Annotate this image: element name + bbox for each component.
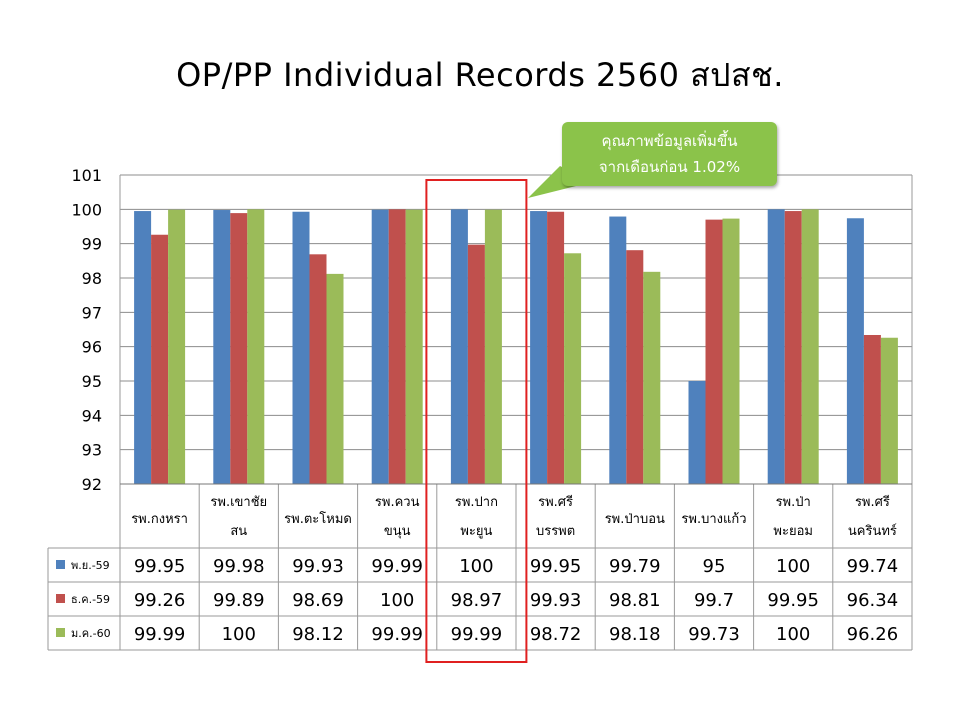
- category-label: นครินทร์: [848, 523, 897, 539]
- bar-0-6: [609, 216, 627, 484]
- category-label: รพ.เขาชัย: [210, 495, 267, 510]
- data-label: 96.26: [847, 624, 899, 645]
- category-label: รพ.บางแก้ว: [681, 512, 746, 527]
- data-label: 99.93: [530, 590, 582, 611]
- y-tick-label: 99: [82, 235, 102, 254]
- category-label: รพ.ป่า: [776, 495, 811, 510]
- bar-1-1: [230, 213, 248, 485]
- bar-2-8: [801, 209, 819, 485]
- category-label: รพ.ป่าบอน: [605, 512, 665, 527]
- bar-0-8: [767, 209, 785, 485]
- data-label: 99.99: [371, 624, 423, 645]
- bar-2-6: [643, 271, 661, 484]
- y-tick-label: 93: [82, 441, 102, 460]
- category-label: ขนุน: [384, 524, 411, 539]
- bar-2-1: [247, 209, 265, 485]
- bar-2-0: [168, 209, 186, 484]
- bar-0-1: [213, 210, 231, 484]
- bar-1-7: [705, 219, 723, 484]
- bar-1-8: [784, 211, 802, 485]
- bar-0-9: [846, 218, 864, 484]
- bar-2-5: [564, 253, 582, 484]
- y-tick-label: 97: [82, 303, 102, 322]
- data-label: 99.99: [371, 556, 423, 577]
- bar-0-7: [688, 381, 706, 484]
- bar-2-3: [405, 209, 423, 484]
- bar-1-2: [309, 254, 327, 484]
- data-label: 98.18: [609, 624, 661, 645]
- bar-0-3: [371, 209, 389, 484]
- data-label: 100: [776, 556, 810, 577]
- y-tick-label: 94: [82, 406, 102, 425]
- data-label: 99.93: [292, 556, 344, 577]
- bar-0-0: [134, 211, 152, 485]
- category-label: รพ.ควน: [375, 495, 420, 510]
- bar-1-4: [467, 244, 485, 484]
- category-label: รพ.ตะโหมด: [284, 511, 352, 527]
- data-label: 99.95: [767, 590, 819, 611]
- category-label: พะยูน: [460, 524, 492, 539]
- callout-line-1: คุณภาพข้อมูลเพิ่มขึ้น: [601, 132, 738, 150]
- data-label: 100: [459, 556, 493, 577]
- category-label: พะยอม: [773, 524, 813, 539]
- data-label: 99.26: [134, 590, 186, 611]
- bar-2-9: [880, 337, 898, 484]
- callout-box: คุณภาพข้อมูลเพิ่มขึ้น จากเดือนก่อน 1.02%: [562, 122, 777, 186]
- data-label: 99.99: [134, 624, 186, 645]
- data-label: 99.79: [609, 556, 661, 577]
- bar-2-4: [484, 209, 502, 484]
- y-tick-label: 96: [82, 338, 102, 357]
- data-label: 99.74: [847, 556, 899, 577]
- slide-title: OP/PP Individual Records 2560 สปสช.: [176, 56, 784, 94]
- bar-1-9: [863, 334, 881, 484]
- data-label: 96.34: [847, 590, 899, 611]
- legend-label: ม.ค.-60: [71, 627, 111, 640]
- data-label: 98.81: [609, 590, 661, 611]
- y-tick-label: 98: [82, 269, 102, 288]
- legend-label: ธ.ค.-59: [71, 593, 110, 606]
- bar-1-3: [388, 209, 406, 485]
- data-label: 95: [703, 556, 726, 577]
- data-label: 98.97: [451, 590, 503, 611]
- legend-key-1: [56, 594, 65, 603]
- bar-1-0: [151, 234, 169, 484]
- bar-0-5: [530, 211, 548, 485]
- bar-1-6: [626, 250, 644, 484]
- data-label: 100: [222, 624, 256, 645]
- highlight-box: [425, 179, 528, 663]
- data-label: 98.72: [530, 624, 582, 645]
- category-label: บรรพต: [536, 524, 575, 539]
- data-label: 100: [776, 624, 810, 645]
- data-label: 98.69: [292, 590, 344, 611]
- data-label: 99.73: [688, 624, 740, 645]
- y-tick-label: 100: [71, 200, 102, 219]
- bar-1-5: [547, 211, 565, 484]
- category-label: รพ.ศรี: [855, 494, 890, 510]
- data-label: 100: [380, 590, 414, 611]
- bar-0-4: [450, 209, 468, 485]
- data-label: 99.99: [451, 624, 503, 645]
- category-label: รพ.กงหรา: [131, 512, 188, 527]
- data-label: 99.98: [213, 556, 265, 577]
- callout-line-2: จากเดือนก่อน 1.02%: [598, 158, 741, 176]
- data-label: 99.95: [134, 556, 186, 577]
- category-label: รพ.ศรี: [538, 494, 573, 510]
- y-tick-label: 95: [82, 372, 102, 391]
- data-label: 99.89: [213, 590, 265, 611]
- data-label: 99.7: [694, 590, 734, 611]
- legend-label: พ.ย.-59: [71, 559, 110, 572]
- category-label: รพ.ปาก: [455, 495, 498, 510]
- legend-key-0: [56, 560, 65, 569]
- legend-key-2: [56, 628, 65, 637]
- bar-2-7: [722, 218, 740, 484]
- y-tick-label: 101: [71, 166, 102, 185]
- data-label: 99.95: [530, 556, 582, 577]
- bar-2-2: [326, 273, 344, 484]
- category-label: สน: [230, 524, 247, 539]
- y-tick-label: 92: [82, 475, 102, 494]
- data-label: 98.12: [292, 624, 344, 645]
- bar-0-2: [292, 211, 310, 484]
